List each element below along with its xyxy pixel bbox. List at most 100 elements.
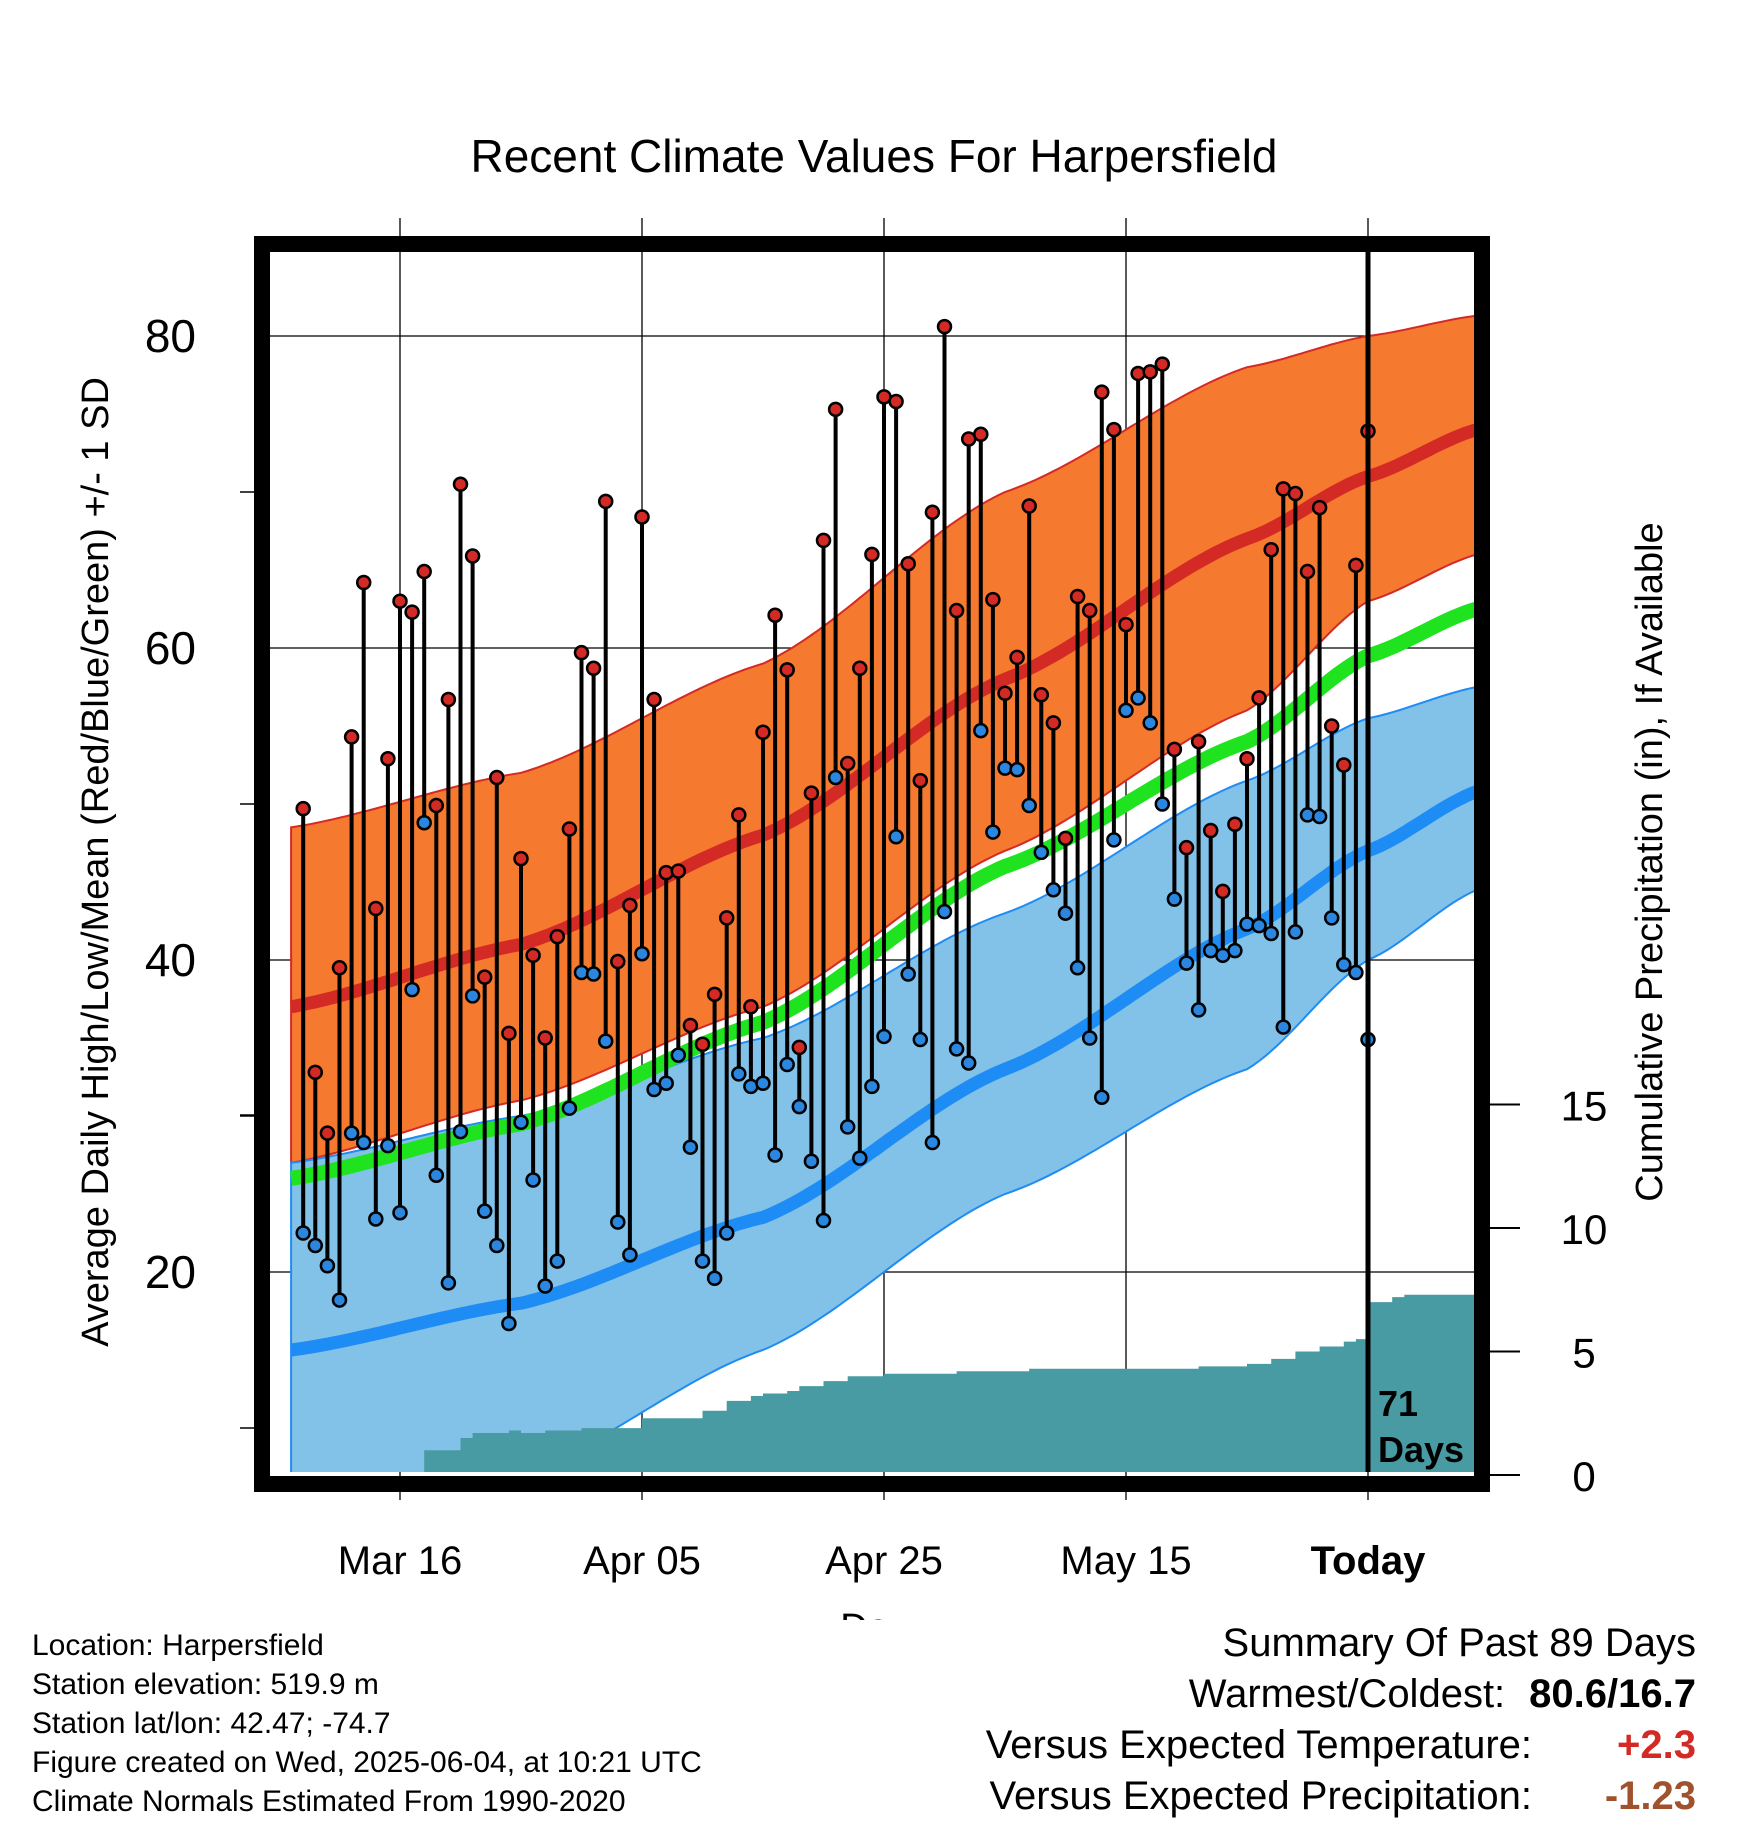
daily-low-dot [1275, 1019, 1292, 1035]
precip-area-shape [424, 1294, 1476, 1472]
daily-low-dot [1190, 1002, 1207, 1018]
x-tick-label: Mar 16 [338, 1539, 463, 1583]
y-axis-label: Average Daily High/Low/Mean (Red/Blue/Gr… [75, 377, 117, 1347]
daily-low-dot [694, 1253, 711, 1269]
daily-high-dot [634, 509, 650, 525]
daily-low-dot [900, 966, 916, 982]
daily-high-dot [1021, 498, 1037, 514]
daily-low-dot [368, 1211, 384, 1227]
daily-high-dot [452, 476, 469, 492]
daily-high-dot [1106, 421, 1122, 438]
daily-high-dot [1166, 741, 1183, 758]
daily-high-dot [1251, 690, 1267, 706]
summary-title: Summary Of Past 89 Days [1222, 1621, 1696, 1665]
daily-low-dot [585, 966, 602, 982]
precip-label: Versus Expected Precipitation: [989, 1774, 1532, 1818]
x-tick-label: May 15 [1060, 1539, 1191, 1583]
daily-high-dot [1239, 751, 1255, 767]
daily-low-dot [452, 1123, 469, 1140]
y2-tick-label: 5 [1572, 1330, 1595, 1377]
daily-high-dot [416, 563, 432, 580]
daily-high-dot [900, 556, 916, 572]
daily-low-dot [646, 1081, 662, 1098]
daily-low-dot [960, 1055, 977, 1071]
daily-high-dot [682, 1017, 699, 1034]
daily-high-dot [610, 953, 626, 970]
daily-low-dot [1348, 964, 1364, 981]
daily-low-dot [1057, 905, 1074, 921]
daily-low-dot [1021, 797, 1037, 814]
daily-low-dot [1094, 1089, 1110, 1106]
daily-high-dot [392, 593, 408, 609]
warm-cold-label: Warmest/Coldest: [1188, 1672, 1506, 1716]
daily-high-dot [864, 546, 880, 563]
daily-high-dot [1227, 816, 1243, 833]
daily-low-dot [1081, 1030, 1098, 1046]
daily-low-dot [464, 988, 481, 1004]
daily-low-dot [428, 1167, 445, 1184]
low-mean-line [290, 785, 1476, 1357]
daily-high-dot [731, 807, 747, 823]
daily-high-dot [1299, 563, 1316, 580]
daily-high-dot [331, 960, 348, 976]
daily-low-dot [924, 1134, 941, 1151]
y-tick-label: 80 [145, 310, 196, 362]
daily-high-dot [718, 910, 735, 926]
daily-high-dot [1336, 757, 1352, 773]
daily-high-dot [924, 504, 941, 521]
daily-high-dot [549, 928, 566, 945]
daily-high-dot [912, 772, 929, 789]
daily-low-dot [791, 1098, 808, 1115]
daily-low-dot [622, 1247, 638, 1263]
y-tick-label: 20 [145, 1246, 196, 1298]
daily-high-dot [1118, 616, 1134, 633]
daily-high-dot [1057, 830, 1074, 847]
daily-high-dot [985, 591, 1001, 608]
daily-low-dot [1178, 955, 1195, 971]
daily-low-dot [1287, 924, 1304, 940]
daily-low-dot [404, 981, 420, 998]
x-tick-label: Apr 25 [825, 1539, 943, 1583]
precip-area [424, 1294, 1476, 1472]
daily-low-dot [489, 1237, 505, 1254]
daily-low-dot [549, 1253, 566, 1269]
daily-low-dot [501, 1315, 517, 1332]
daily-high-dot [537, 1030, 553, 1046]
daily-high-dot [852, 660, 868, 677]
daily-high-dot [694, 1036, 711, 1052]
daily-high-dot [1033, 687, 1050, 703]
daily-high-dot [1142, 364, 1158, 380]
daily-high-dot [513, 850, 529, 867]
daily-low-dot [731, 1066, 747, 1082]
daily-high-dot [670, 863, 687, 879]
daily-high-dot [476, 969, 493, 985]
daily-low-dot [1118, 702, 1134, 719]
daily-low-dot [767, 1147, 783, 1163]
daily-high-dot [1190, 733, 1207, 750]
daily-low-dot [513, 1114, 529, 1130]
y2-tick-label: 0 [1572, 1453, 1595, 1500]
daily-low-dot [319, 1258, 336, 1274]
climate-chart: Recent Climate Values For Harpersfield 7… [75, 130, 1671, 1620]
today-days-label: 71 Days [1378, 1383, 1464, 1470]
daily-low-dot [1323, 910, 1340, 926]
daily-high-dot [1081, 602, 1098, 619]
plot-frame [254, 236, 1490, 1492]
daily-high-dot [1045, 715, 1062, 731]
daily-high-dot [1202, 822, 1219, 839]
daily-low-dot [670, 1047, 687, 1063]
daily-high-dot [1154, 356, 1171, 372]
daily-low-dot [912, 1031, 929, 1048]
daily-high-dot [561, 821, 578, 837]
daily-high-dot [827, 401, 844, 418]
daily-high-dot [343, 729, 360, 745]
daily-low-dot [525, 1172, 541, 1188]
temp-label: Versus Expected Temperature: [985, 1723, 1532, 1767]
daily-low-dot [1069, 960, 1086, 976]
daily-high-dot [706, 986, 723, 1003]
daily-low-dot [355, 1134, 372, 1151]
daily-low-dot [1336, 956, 1352, 973]
daily-high-dot [597, 493, 614, 510]
warm-cold-value: 80.6/16.7 [1529, 1672, 1696, 1716]
daily-high-dot [1311, 499, 1328, 516]
